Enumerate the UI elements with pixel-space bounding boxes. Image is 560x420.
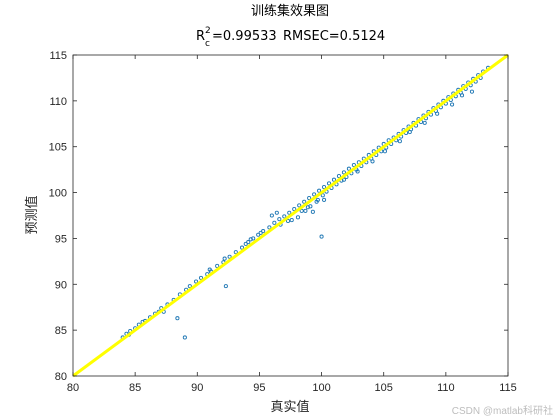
- plot-area: 80 85 90 95 100 105 110 115 80 85 90 95 100 105 110 11…: [49, 50, 517, 394]
- data-point: [320, 193, 325, 198]
- y-tick-label: 115: [49, 50, 67, 62]
- rmse-text: RMSEC=0.5124: [283, 29, 385, 44]
- data-point: [382, 149, 388, 154]
- data-point: [336, 174, 342, 179]
- data-point: [239, 245, 245, 250]
- y-axis-label: 预测值: [24, 195, 40, 234]
- data-point: [317, 188, 322, 193]
- data-point: [295, 215, 301, 220]
- data-point: [289, 218, 294, 223]
- y-tick-label: 95: [55, 233, 67, 245]
- data-point: [277, 217, 282, 222]
- data-point: [407, 129, 412, 135]
- x-tick-label: 90: [191, 382, 203, 394]
- data-point: [222, 256, 227, 261]
- x-tick-label: 95: [253, 382, 265, 394]
- data-point: [397, 139, 402, 144]
- data-point: [319, 234, 324, 239]
- x-axis-label: 真实值: [270, 399, 309, 415]
- data-point: [269, 213, 274, 218]
- data-point: [450, 102, 455, 107]
- x-axis-ticks: 80 85 90 95 100 105 110 115: [67, 55, 517, 394]
- data-point: [187, 284, 192, 289]
- data-point: [274, 210, 279, 215]
- data-point: [292, 207, 297, 212]
- x-tick-label: 115: [499, 382, 517, 394]
- data-point: [307, 196, 312, 201]
- data-point: [285, 218, 291, 224]
- data-point: [182, 335, 187, 340]
- y-tick-label: 110: [49, 96, 67, 108]
- x-tick-label: 100: [312, 382, 330, 394]
- chart-title: 训练集效果图: [251, 3, 329, 19]
- axes-box: [72, 54, 509, 377]
- data-point: [314, 199, 319, 204]
- data-point: [287, 210, 292, 215]
- r2-subscript: c: [205, 39, 210, 49]
- data-point: [193, 279, 199, 284]
- data-point: [322, 197, 327, 202]
- r2-symbol: R: [196, 29, 205, 44]
- data-point: [175, 316, 180, 321]
- data-point: [299, 208, 304, 213]
- data-point: [331, 177, 337, 182]
- data-point: [223, 284, 228, 289]
- data-point: [207, 267, 212, 272]
- data-point: [435, 111, 440, 116]
- x-tick-label: 80: [67, 382, 79, 394]
- data-point: [272, 220, 277, 225]
- y-tick-label: 80: [55, 371, 67, 383]
- data-point: [215, 263, 220, 268]
- data-point: [198, 275, 204, 280]
- data-point: [355, 169, 360, 174]
- data-point: [282, 214, 287, 219]
- data-point: [310, 209, 315, 214]
- data-point: [267, 225, 272, 230]
- r2-superscript: 2: [205, 26, 211, 36]
- data-point: [341, 177, 346, 182]
- data-point: [341, 170, 346, 175]
- y-axis-ticks: 80 85 90 95 100 105 110 115: [49, 50, 508, 383]
- data-point: [302, 199, 307, 204]
- data-point: [326, 181, 332, 186]
- x-tick-label: 110: [437, 382, 455, 394]
- y-tick-label: 90: [55, 279, 67, 291]
- data-point: [227, 254, 232, 259]
- watermark-text: CSDN @matlab科研社: [452, 404, 553, 417]
- ideal-fit-line: [72, 53, 509, 378]
- r2-value: =0.99533: [212, 29, 277, 44]
- data-point: [346, 166, 351, 171]
- data-point: [248, 237, 253, 242]
- data-point: [233, 250, 238, 255]
- y-tick-label: 105: [49, 142, 67, 154]
- data-point: [370, 159, 375, 164]
- y-tick-label: 85: [55, 325, 67, 337]
- data-point: [303, 208, 308, 213]
- y-tick-label: 100: [49, 188, 67, 200]
- data-point: [258, 230, 263, 235]
- x-tick-label: 105: [375, 382, 393, 394]
- data-point: [308, 204, 313, 209]
- data-point: [312, 192, 317, 197]
- chart-subtitle: R 2 c =0.99533 RMSEC=0.5124: [196, 26, 385, 49]
- data-point: [243, 241, 248, 246]
- data-point: [322, 185, 327, 190]
- data-point: [351, 163, 356, 168]
- data-point: [469, 89, 475, 94]
- x-tick-label: 85: [129, 382, 141, 394]
- data-point: [459, 93, 465, 98]
- data-point: [422, 120, 427, 125]
- data-point: [297, 203, 302, 208]
